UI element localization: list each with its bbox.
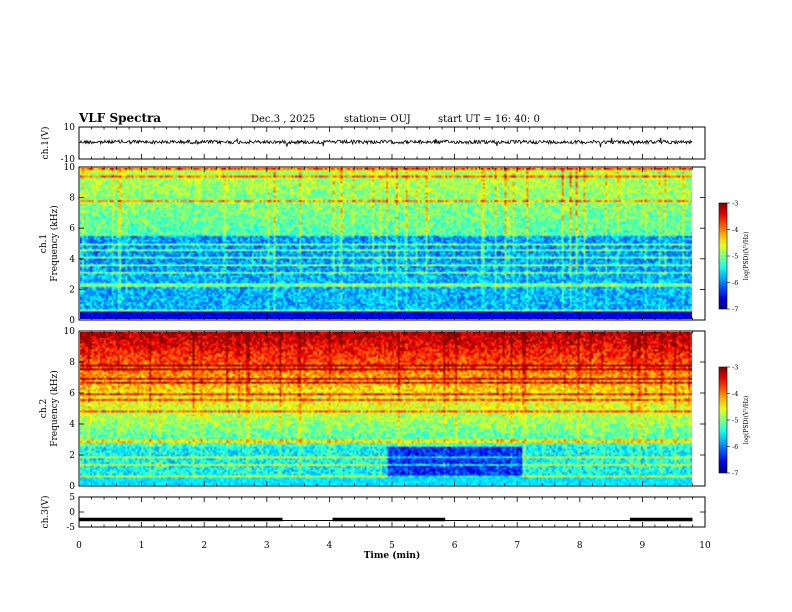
ch2-colorbar-label: log(PSD)(V²/Hz): [743, 396, 750, 445]
y-tick-label: 10: [64, 163, 76, 173]
x-tick-label: 7: [514, 541, 520, 551]
colorbar-tick-label: -6: [732, 443, 738, 451]
ch1-ylabel: ch.1(V): [40, 127, 51, 160]
x-tick-label: 3: [264, 541, 270, 551]
colorbar-tick-label: -7: [732, 470, 738, 478]
start-time-label: start UT = 16: 40: 0: [438, 114, 540, 125]
x-tick-label: 2: [201, 541, 207, 551]
y-tick-label: 4: [69, 255, 75, 265]
ch2-colorbar: [718, 366, 728, 474]
x-tick-label: 4: [327, 541, 333, 551]
station-label: station= OUJ: [344, 114, 411, 125]
ch2-ylabel: ch.2: [39, 399, 49, 418]
x-tick-label: 5: [389, 541, 395, 551]
colorbar-tick-label: -4: [732, 390, 738, 398]
x-axis-label: Time (min): [364, 550, 421, 561]
y-tick-label: 0: [69, 316, 75, 326]
y-tick-label: 10: [64, 327, 76, 337]
colorbar-tick-label: -5: [732, 253, 738, 261]
y-tick-label: 4: [69, 420, 75, 430]
y-tick-label: 6: [69, 224, 75, 234]
ch1-colorbar-label: log(PSD)(V²/Hz): [743, 232, 750, 281]
y-tick-label: 2: [69, 285, 75, 295]
y-tick-label: 8: [69, 358, 75, 368]
ch3-ylabel: ch.3(V): [40, 496, 51, 529]
ch2-spectrogram-image: [80, 332, 692, 485]
y-tick-label: 0: [69, 482, 75, 492]
colorbar-tick-label: -3: [732, 200, 738, 208]
x-tick-label: 1: [139, 541, 145, 551]
x-tick-label: 9: [640, 541, 646, 551]
y-tick-label: 5: [69, 493, 75, 503]
ch1-ylabel: ch.1: [39, 234, 49, 253]
y-tick-label: 0: [69, 508, 75, 518]
x-tick-label: 0: [76, 541, 82, 551]
colorbar-tick-label: -5: [732, 417, 738, 425]
x-tick-label: 6: [452, 541, 458, 551]
figure-title: VLF Spectra: [79, 111, 162, 125]
ch1-waveform-line: [78, 137, 693, 148]
ch1-colorbar: [718, 202, 728, 310]
colorbar-tick-label: -7: [732, 306, 738, 314]
colorbar-tick-label: -6: [732, 279, 738, 287]
y-tick-label: 6: [69, 389, 75, 399]
y-tick-label: -5: [66, 523, 75, 533]
ch2-ylabel-freq: Frequency (kHz): [49, 370, 60, 447]
y-tick-label: 8: [69, 194, 75, 204]
ch1-spectrogram-image: [80, 168, 692, 319]
x-tick-label: 10: [699, 541, 711, 551]
colorbar-tick-label: -4: [732, 226, 738, 234]
y-tick-label: -10: [61, 155, 76, 165]
y-tick-label: 10: [64, 123, 76, 133]
colorbar-tick-label: -3: [732, 364, 738, 372]
y-tick-label: 2: [69, 451, 75, 461]
x-tick-label: 8: [577, 541, 583, 551]
ch1-ylabel-freq: Frequency (kHz): [49, 205, 60, 282]
date-label: Dec.3 , 2025: [251, 114, 316, 125]
